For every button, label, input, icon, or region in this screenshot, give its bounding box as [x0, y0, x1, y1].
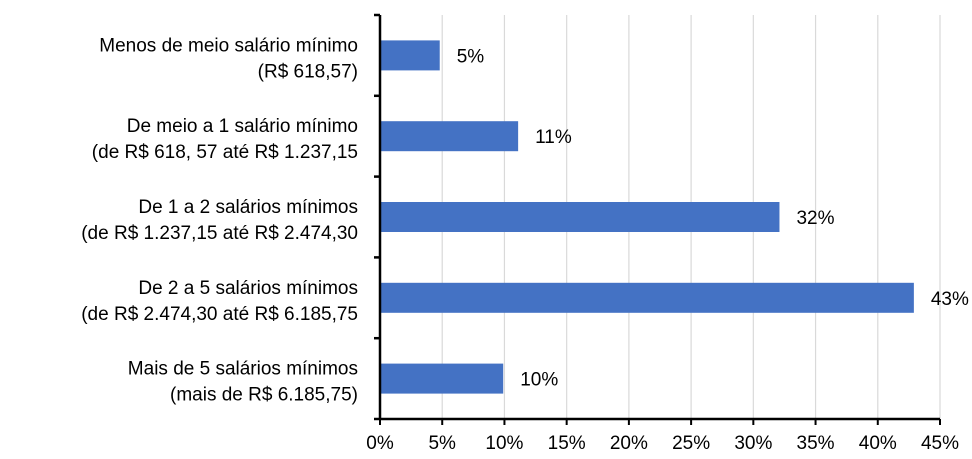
category-label: De meio a 1 salário mínimo (de R$ 618, 57… — [92, 116, 358, 163]
bar — [380, 121, 519, 152]
axes — [374, 13, 941, 425]
bar — [380, 282, 914, 313]
data-label: 43% — [931, 289, 969, 310]
category-labels: Menos de meio salário mínimo (R$ 618,57) D… — [81, 35, 358, 405]
x-tick-label: 20% — [610, 433, 648, 454]
data-label: 10% — [520, 370, 558, 391]
category-label: Menos de meio salário mínimo (R$ 618,57) — [99, 35, 358, 82]
x-tick-label: 15% — [548, 433, 586, 454]
bar — [380, 202, 780, 232]
x-tick-labels: 0% 5% 10% 15% 20% 25% 30% 35% 40% 45% — [366, 433, 959, 454]
x-tick-label: 10% — [485, 433, 523, 454]
bars — [380, 40, 914, 394]
x-tick-label: 45% — [921, 433, 959, 454]
x-tick-label: 0% — [366, 433, 394, 454]
x-tick-label: 25% — [672, 433, 710, 454]
x-tick-label: 35% — [797, 433, 835, 454]
data-labels: 5% 11% 32% 43% 10% — [457, 46, 969, 390]
bar — [380, 363, 504, 394]
category-label: De 1 a 2 salários mínimos (de R$ 1.237,15… — [81, 197, 358, 244]
x-tick-label: 40% — [859, 433, 897, 454]
category-label: Mais de 5 salários mínimos (mais de R$ 6.… — [128, 359, 358, 406]
category-label: De 2 a 5 salários mínimos (de R$ 2.474,30… — [81, 278, 358, 325]
x-tick-label: 30% — [734, 433, 772, 454]
data-label: 11% — [535, 127, 572, 148]
data-label: 5% — [457, 46, 485, 67]
x-tick-label: 5% — [428, 433, 456, 454]
bar — [380, 40, 440, 71]
data-label: 32% — [796, 208, 834, 229]
